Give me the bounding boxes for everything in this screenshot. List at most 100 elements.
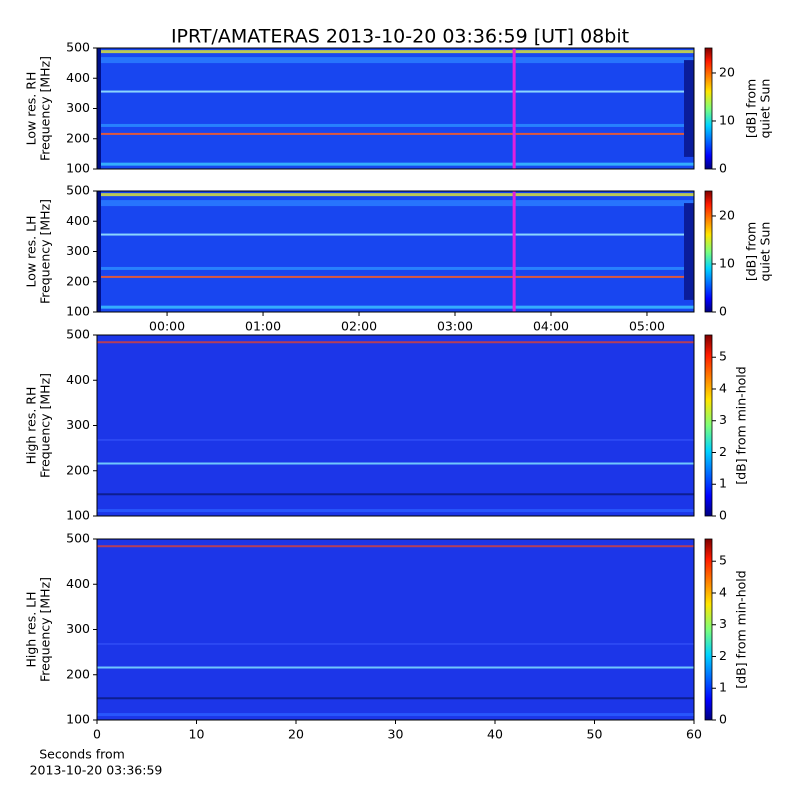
spectrogram-edge	[684, 203, 694, 300]
y-axis-label: Low res. RH	[24, 72, 39, 146]
colorbar-tick-label: 2	[719, 648, 727, 663]
colorbar-label: [dB] from min-hold	[734, 570, 749, 688]
y-tick-label: 500	[66, 183, 90, 198]
spectrogram-band	[97, 666, 694, 669]
x-tick-label: 05:00	[629, 319, 665, 334]
spectrogram-band	[97, 162, 694, 166]
spectrogram	[97, 191, 694, 312]
spectrogram-band	[97, 643, 694, 645]
y-tick-label: 100	[66, 508, 90, 523]
y-tick-label: 400	[66, 213, 90, 228]
colorbar	[704, 538, 713, 721]
colorbar-label: quiet Sun	[758, 79, 773, 139]
spectrogram	[97, 539, 694, 720]
spectrogram-edge	[684, 60, 694, 157]
y-tick-label: 500	[66, 40, 90, 55]
y-tick-label: 400	[66, 372, 90, 387]
y-tick-label: 100	[66, 712, 90, 727]
colorbar	[704, 190, 713, 313]
colorbar-tick-label: 5	[719, 553, 727, 568]
x-tick-label: 03:00	[437, 319, 473, 334]
colorbar-tick-label: 4	[719, 584, 727, 599]
x-tick-label: 02:00	[341, 319, 377, 334]
x-tick-label: 40	[487, 727, 503, 742]
y-axis-label: Low res. LH	[24, 216, 39, 288]
spectrogram-band	[97, 341, 694, 344]
spectrogram-band	[97, 713, 694, 717]
colorbar-tick-label: 4	[719, 380, 727, 395]
spectrogram-band	[97, 509, 694, 513]
y-tick-label: 500	[66, 327, 90, 342]
colorbar-tick-label: 10	[719, 112, 735, 127]
colorbar-tick-label: 2	[719, 444, 727, 459]
spectrogram-band	[97, 462, 694, 465]
colorbar-tick-label: 1	[719, 476, 727, 491]
colorbar-tick-label: 0	[719, 161, 727, 176]
y-axis-label: High res. LH	[24, 591, 39, 667]
colorbar-label: [dB] from	[744, 79, 759, 138]
spectrogram-band	[97, 132, 694, 135]
spectrogram-edge	[97, 48, 101, 169]
chart-title: IPRT/AMATERAS 2013-10-20 03:36:59 [UT] 0…	[171, 26, 629, 48]
y-axis-label: High res. RH	[24, 387, 39, 465]
spectrogram-edge	[97, 191, 101, 312]
colorbar-tick-label: 10	[719, 255, 735, 270]
colorbar-tick-label: 3	[719, 412, 727, 427]
spectrogram-band	[97, 493, 694, 496]
y-axis-label: Frequency [MHz]	[38, 199, 53, 304]
spectrogram-band	[97, 697, 694, 700]
spectrogram	[97, 48, 694, 169]
y-tick-label: 400	[66, 576, 90, 591]
y-tick-label: 300	[66, 100, 90, 115]
colorbar-label: quiet Sun	[758, 222, 773, 282]
colorbar-tick-label: 1	[719, 680, 727, 695]
spectrogram-band	[97, 275, 694, 278]
x-tick-label: 04:00	[533, 319, 569, 334]
y-tick-label: 200	[66, 666, 90, 681]
x-tick-label: 60	[686, 727, 702, 742]
y-tick-label: 100	[66, 161, 90, 176]
colorbar-tick-label: 0	[719, 304, 727, 319]
y-axis-label: Frequency [MHz]	[38, 577, 53, 682]
spectrogram-band	[97, 193, 694, 197]
spectrogram-band	[97, 545, 694, 548]
colorbar-tick-label: 20	[719, 64, 735, 79]
x-tick-label: 30	[388, 727, 404, 742]
colorbar	[704, 334, 713, 517]
y-tick-label: 300	[66, 417, 90, 432]
spectrogram-band	[97, 50, 694, 54]
y-tick-label: 500	[66, 531, 90, 546]
y-tick-label: 100	[66, 304, 90, 319]
x-tick-label: 10	[189, 727, 205, 742]
colorbar-tick-label: 3	[719, 616, 727, 631]
colorbar-tick-label: 0	[719, 712, 727, 727]
y-tick-label: 200	[66, 273, 90, 288]
spectrogram	[97, 335, 694, 516]
x-tick-label: 01:00	[245, 319, 281, 334]
y-tick-label: 200	[66, 130, 90, 145]
y-axis-label: Frequency [MHz]	[38, 56, 53, 161]
colorbar-label: [dB] from	[744, 222, 759, 281]
spectrogram-band	[97, 200, 694, 207]
y-tick-label: 300	[66, 243, 90, 258]
x-tick-label: 00:00	[149, 319, 185, 334]
colorbar-tick-label: 5	[719, 349, 727, 364]
colorbar	[704, 47, 713, 170]
spectrogram-band	[97, 123, 694, 127]
x-tick-label: 50	[587, 727, 603, 742]
spectrogram-band	[97, 90, 694, 93]
colorbar-tick-label: 0	[719, 508, 727, 523]
x-tick-label: 20	[288, 727, 304, 742]
y-tick-label: 200	[66, 462, 90, 477]
y-tick-label: 400	[66, 70, 90, 85]
spectrogram-band	[97, 57, 694, 64]
x-axis-label: Seconds from	[39, 747, 125, 762]
y-axis-label: Frequency [MHz]	[38, 373, 53, 478]
spectrogram-band	[97, 439, 694, 441]
spectrogram-band	[97, 266, 694, 270]
y-tick-label: 300	[66, 621, 90, 636]
x-axis-label: 2013-10-20 03:36:59	[30, 763, 163, 778]
x-tick-label: 0	[93, 727, 101, 742]
colorbar-tick-label: 20	[719, 207, 735, 222]
